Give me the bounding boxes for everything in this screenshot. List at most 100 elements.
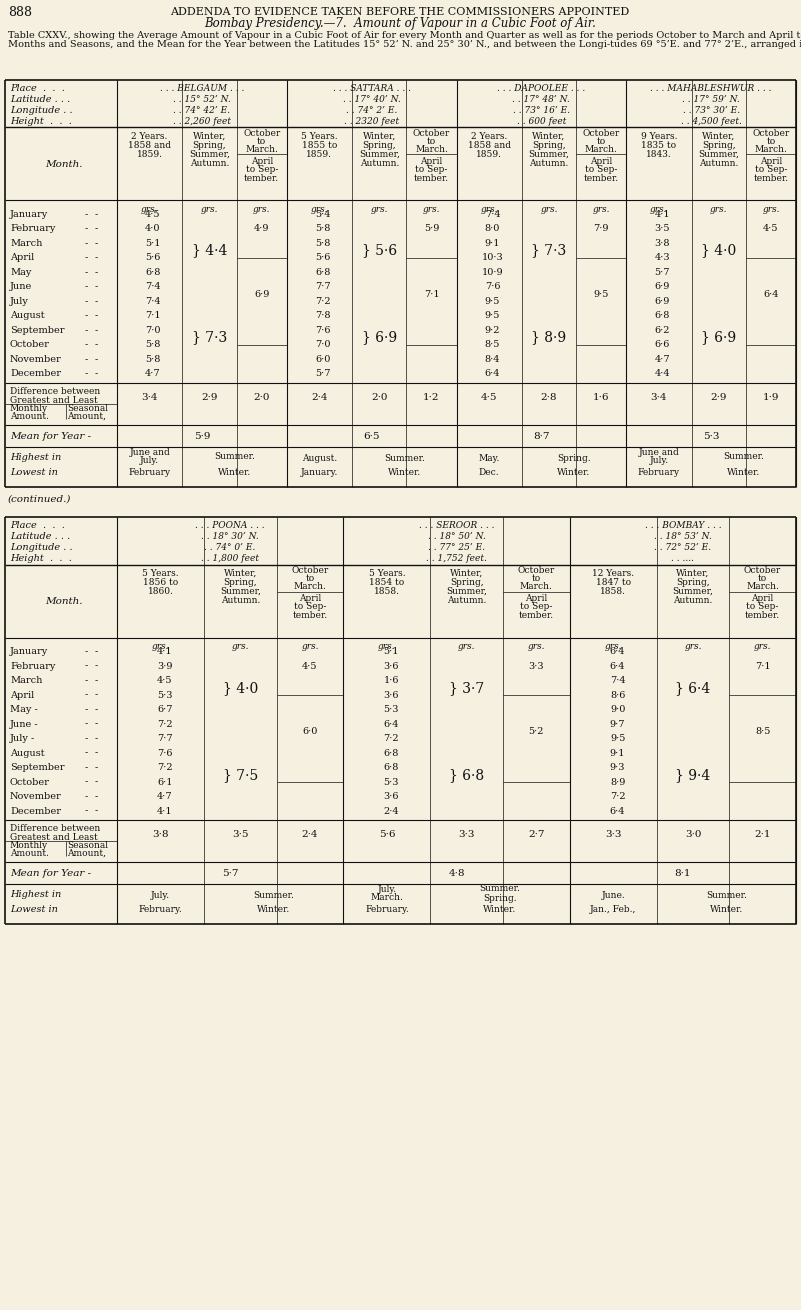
Text: 4·4: 4·4 — [654, 369, 670, 379]
Text: grs.: grs. — [423, 204, 441, 214]
Text: 6·4: 6·4 — [763, 290, 779, 299]
Text: Highest in: Highest in — [10, 889, 61, 899]
Text: March.: March. — [520, 582, 553, 591]
Text: October: October — [292, 566, 328, 575]
Text: 2·4: 2·4 — [302, 831, 318, 838]
Text: 2·0: 2·0 — [371, 393, 388, 402]
Text: -: - — [95, 210, 98, 219]
Text: Winter.: Winter. — [484, 905, 517, 914]
Text: 6·5: 6·5 — [364, 432, 380, 440]
Text: } 8·9: } 8·9 — [531, 330, 566, 345]
Text: 7·9: 7·9 — [594, 224, 609, 233]
Text: 5·9: 5·9 — [194, 432, 210, 440]
Text: 1859.: 1859. — [307, 149, 332, 159]
Text: 2·9: 2·9 — [710, 393, 727, 402]
Text: 6·4: 6·4 — [610, 662, 626, 671]
Text: . . . BOMBAY . . .: . . . BOMBAY . . . — [645, 521, 721, 531]
Text: Winter,: Winter, — [450, 569, 483, 578]
Text: Autumn.: Autumn. — [699, 159, 739, 168]
Text: -: - — [84, 253, 87, 262]
Text: February: February — [10, 224, 55, 233]
Text: -: - — [95, 807, 98, 816]
Text: August.: August. — [302, 453, 337, 462]
Text: 7·1: 7·1 — [145, 312, 161, 321]
Text: . . 2320 feet: . . 2320 feet — [344, 117, 399, 126]
Text: 5·8: 5·8 — [315, 238, 330, 248]
Text: 1854 to: 1854 to — [369, 578, 405, 587]
Text: 7·2: 7·2 — [384, 734, 399, 743]
Text: 8·5: 8·5 — [485, 341, 500, 350]
Text: to Sep-: to Sep- — [520, 603, 553, 610]
Text: 6·1: 6·1 — [157, 778, 173, 786]
Text: Summer,: Summer, — [359, 149, 400, 159]
Text: 7·7: 7·7 — [157, 734, 173, 743]
Text: . . 18° 30’ N.: . . 18° 30’ N. — [201, 532, 259, 541]
Text: -: - — [95, 793, 98, 800]
Text: } 4·0: } 4·0 — [223, 681, 258, 694]
Text: Greatest and Least: Greatest and Least — [10, 833, 98, 842]
Text: . . 4,500 feet.: . . 4,500 feet. — [681, 117, 742, 126]
Text: 7·2: 7·2 — [315, 297, 331, 305]
Text: -: - — [95, 238, 98, 248]
Text: . . . MAHABLESHWUR . . .: . . . MAHABLESHWUR . . . — [650, 84, 772, 93]
Text: 2·8: 2·8 — [541, 393, 557, 402]
Text: to Sep-: to Sep- — [415, 165, 448, 174]
Text: -: - — [95, 267, 98, 276]
Text: 1·6: 1·6 — [593, 393, 610, 402]
Text: March.: March. — [245, 145, 278, 153]
Text: 3·4: 3·4 — [650, 393, 667, 402]
Text: 3·3: 3·3 — [605, 831, 622, 838]
Text: January: January — [10, 210, 48, 219]
Text: 3·5: 3·5 — [232, 831, 248, 838]
Text: 1858 and: 1858 and — [468, 140, 511, 149]
Text: 7·4: 7·4 — [145, 297, 161, 305]
Text: 1858.: 1858. — [374, 587, 400, 596]
Text: 3·4: 3·4 — [142, 393, 158, 402]
Text: grs.: grs. — [152, 642, 169, 651]
Text: February.: February. — [365, 905, 409, 914]
Text: Seasonal: Seasonal — [67, 841, 108, 850]
Text: Table CXXV., showing the Average Amount of Vapour in a Cubic Foot of Air for eve: Table CXXV., showing the Average Amount … — [8, 30, 801, 39]
Text: Latitude . . .: Latitude . . . — [10, 94, 70, 103]
Text: 1856 to: 1856 to — [143, 578, 178, 587]
Text: July -: July - — [10, 734, 35, 743]
Text: -: - — [95, 369, 98, 379]
Text: 4·1: 4·1 — [654, 210, 670, 219]
Text: July.: July. — [377, 886, 396, 893]
Text: September: September — [10, 326, 65, 335]
Text: -: - — [95, 297, 98, 305]
Text: August: August — [10, 312, 45, 321]
Text: } 6·4: } 6·4 — [675, 681, 710, 694]
Text: to Sep-: to Sep- — [294, 603, 326, 610]
Text: March: March — [10, 238, 42, 248]
Text: to: to — [427, 136, 436, 145]
Text: Amount,: Amount, — [67, 849, 107, 858]
Text: to: to — [532, 574, 541, 583]
Text: 3·3: 3·3 — [458, 831, 475, 838]
Text: Spring,: Spring, — [532, 140, 566, 149]
Text: 5·9: 5·9 — [424, 224, 439, 233]
Text: Summer,: Summer, — [220, 587, 261, 596]
Text: Difference between: Difference between — [10, 824, 100, 833]
Text: Latitude . . .: Latitude . . . — [10, 532, 70, 541]
Text: Summer.: Summer. — [384, 453, 425, 462]
Text: -: - — [84, 676, 87, 685]
Text: Winter.: Winter. — [218, 468, 252, 477]
Text: -: - — [95, 282, 98, 291]
Text: 6·6: 6·6 — [654, 341, 670, 350]
Text: Winter,: Winter, — [533, 132, 566, 140]
Text: . . 73° 30’ E.: . . 73° 30’ E. — [682, 106, 739, 115]
Text: July: July — [10, 297, 29, 305]
Text: November: November — [10, 793, 62, 800]
Text: October: October — [517, 566, 555, 575]
Text: to: to — [767, 136, 775, 145]
Text: 1·9: 1·9 — [763, 393, 779, 402]
Text: 3·0: 3·0 — [685, 831, 701, 838]
Text: October: October — [243, 128, 280, 138]
Text: 7·7: 7·7 — [315, 282, 331, 291]
Text: 6·4: 6·4 — [384, 719, 399, 728]
Text: . . ....: . . .... — [671, 554, 694, 563]
Text: 7·4: 7·4 — [610, 676, 626, 685]
Text: Summer.: Summer. — [253, 891, 294, 900]
Text: . . 18° 50’ N.: . . 18° 50’ N. — [428, 532, 485, 541]
